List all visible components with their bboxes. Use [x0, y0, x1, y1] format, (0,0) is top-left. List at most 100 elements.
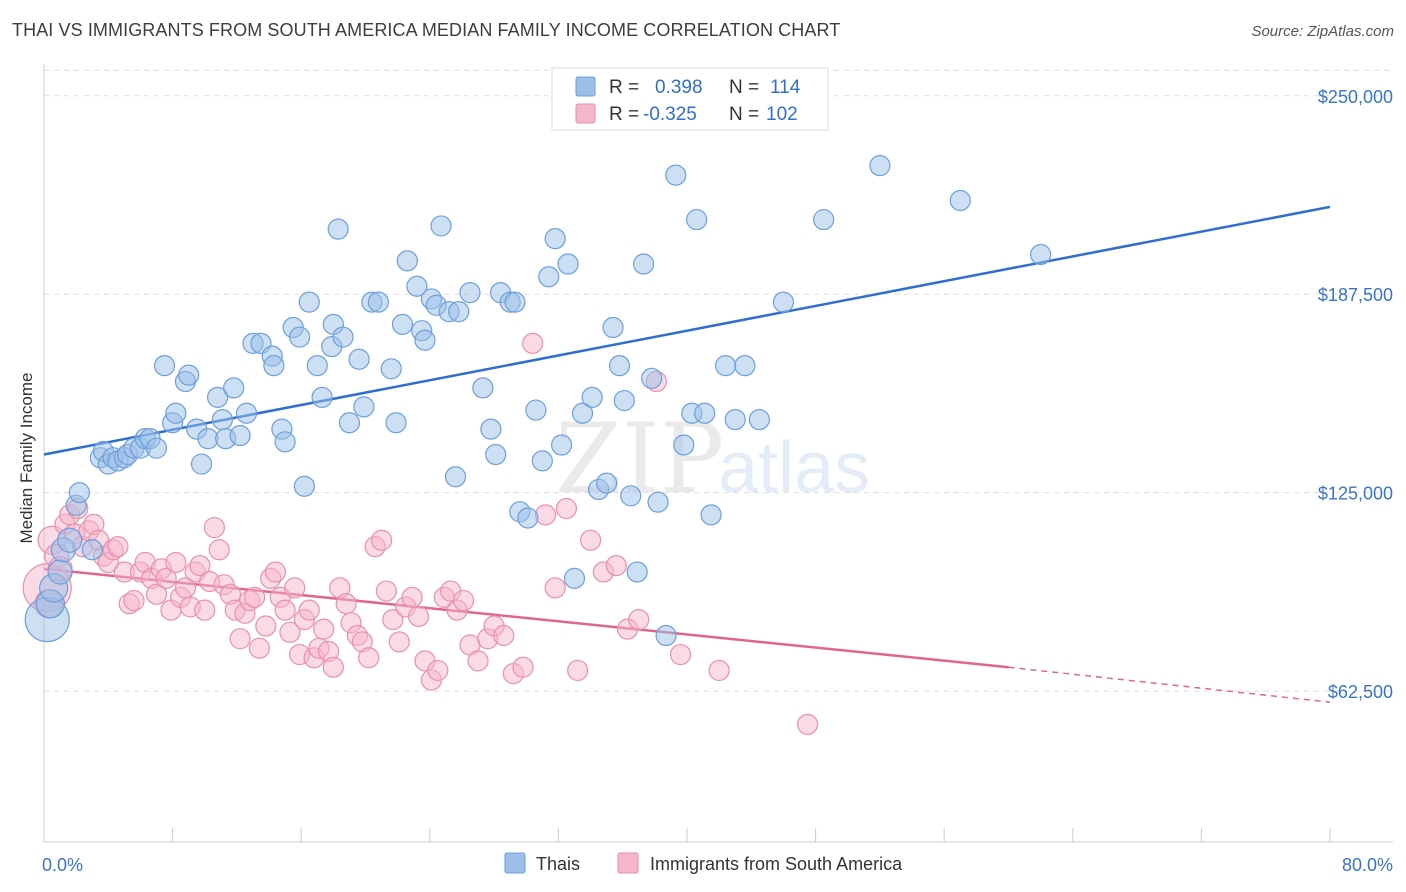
- sa-point: [194, 599, 216, 621]
- y-tick-label-1: $125,000: [1318, 484, 1393, 504]
- thai-point: [338, 412, 361, 434]
- thai-point: [686, 208, 708, 231]
- thai-point: [734, 355, 756, 377]
- thai-point: [448, 301, 470, 323]
- thai-point: [327, 218, 349, 240]
- thai-point: [525, 399, 547, 421]
- thai-point: [613, 389, 635, 412]
- sa-point: [248, 637, 271, 659]
- thai-point: [298, 291, 320, 313]
- thai-point: [557, 253, 579, 275]
- thai-point: [68, 482, 90, 504]
- sa-point: [229, 628, 251, 650]
- sa-point: [375, 580, 397, 602]
- sa-point: [279, 621, 301, 643]
- sa-point: [107, 535, 129, 558]
- thai-point: [647, 491, 669, 513]
- source-label: Source: ZipAtlas.com: [1251, 23, 1394, 40]
- chart-title: THAI VS IMMIGRANTS FROM SOUTH AMERICA ME…: [12, 20, 841, 40]
- thai-point: [869, 155, 891, 177]
- thai-point: [571, 402, 594, 424]
- sa-point: [796, 713, 819, 736]
- sa-point: [370, 529, 393, 551]
- thai-point: [620, 485, 642, 507]
- sa-point: [358, 647, 380, 669]
- legend-thai-n-label: N =: [729, 77, 759, 98]
- sa-point: [335, 593, 357, 615]
- legend-thai-r-value: 0.398: [655, 77, 703, 98]
- sa-point: [388, 631, 410, 653]
- sa-point: [208, 539, 230, 561]
- sa-point: [255, 615, 277, 637]
- watermark-atlas: atlas: [718, 428, 870, 508]
- bottom-legend-thai-label: Thais: [536, 854, 580, 874]
- thai-point: [480, 418, 502, 440]
- legend-sa-r-label: R =: [609, 104, 639, 125]
- sa-point: [165, 551, 187, 574]
- thai-point: [47, 559, 73, 585]
- y-tick-label-0: $62,500: [1328, 682, 1393, 702]
- sa-point: [605, 555, 627, 577]
- thai-point: [517, 507, 539, 529]
- sa-point: [284, 577, 306, 599]
- sa-point: [123, 589, 145, 612]
- thai-point: [165, 402, 187, 424]
- sa-point: [452, 589, 475, 612]
- thai-point: [385, 412, 407, 434]
- thai-point: [406, 275, 428, 297]
- sa-point: [401, 586, 423, 609]
- sa-point: [427, 659, 449, 682]
- sa-points: [22, 332, 819, 736]
- thai-point: [211, 409, 234, 431]
- thai-point: [581, 386, 603, 408]
- legend-thai-swatch: [575, 76, 596, 97]
- bottom-legend-thai-swatch: [504, 852, 526, 874]
- sa-point: [512, 656, 534, 678]
- thai-point: [551, 434, 573, 456]
- sa-point: [407, 605, 430, 628]
- thai-point: [332, 326, 354, 348]
- legend-thai-n-value: 114: [770, 77, 801, 98]
- thai-point: [665, 164, 687, 186]
- thai-trend-line: [43, 205, 1331, 456]
- thai-point: [145, 437, 168, 459]
- sa-point: [145, 583, 168, 605]
- thai-point: [396, 250, 418, 272]
- thai-point: [626, 561, 648, 583]
- thai-point: [306, 355, 328, 377]
- thai-point: [274, 431, 296, 453]
- legend-sa-n-label: N =: [729, 104, 759, 125]
- thai-point: [813, 208, 835, 231]
- thai-point: [178, 364, 200, 386]
- sa-point: [243, 586, 266, 609]
- thai-point: [700, 504, 722, 526]
- thai-point: [229, 424, 251, 447]
- thai-point: [563, 567, 586, 589]
- thai-point: [57, 527, 83, 553]
- sa-point: [264, 561, 287, 583]
- y-axis-title: Median Family Income: [17, 372, 36, 543]
- legend-thai-r-label: R =: [609, 77, 639, 98]
- x-tick-label-max: 80.0%: [1342, 855, 1393, 875]
- sa-point: [555, 497, 578, 520]
- legend-sa-swatch: [575, 103, 596, 124]
- sa-point: [669, 643, 692, 666]
- axes: [43, 64, 1393, 843]
- thai-point: [772, 291, 795, 313]
- sa-point: [567, 659, 589, 682]
- thai-point: [949, 189, 971, 212]
- sa-point: [628, 609, 650, 631]
- sa-point: [493, 624, 515, 647]
- thai-point: [596, 472, 618, 494]
- thai-point: [263, 355, 285, 377]
- thai-point: [288, 326, 311, 348]
- thai-point: [538, 266, 560, 288]
- thai-point: [81, 539, 103, 561]
- thai-point: [485, 443, 507, 466]
- thai-point: [348, 348, 370, 370]
- thai-point: [391, 313, 414, 335]
- sa-point: [274, 599, 296, 621]
- legend-sa-n-value: 102: [766, 104, 798, 125]
- thai-point: [602, 316, 624, 339]
- sa-trend-line-extension: [1008, 666, 1331, 703]
